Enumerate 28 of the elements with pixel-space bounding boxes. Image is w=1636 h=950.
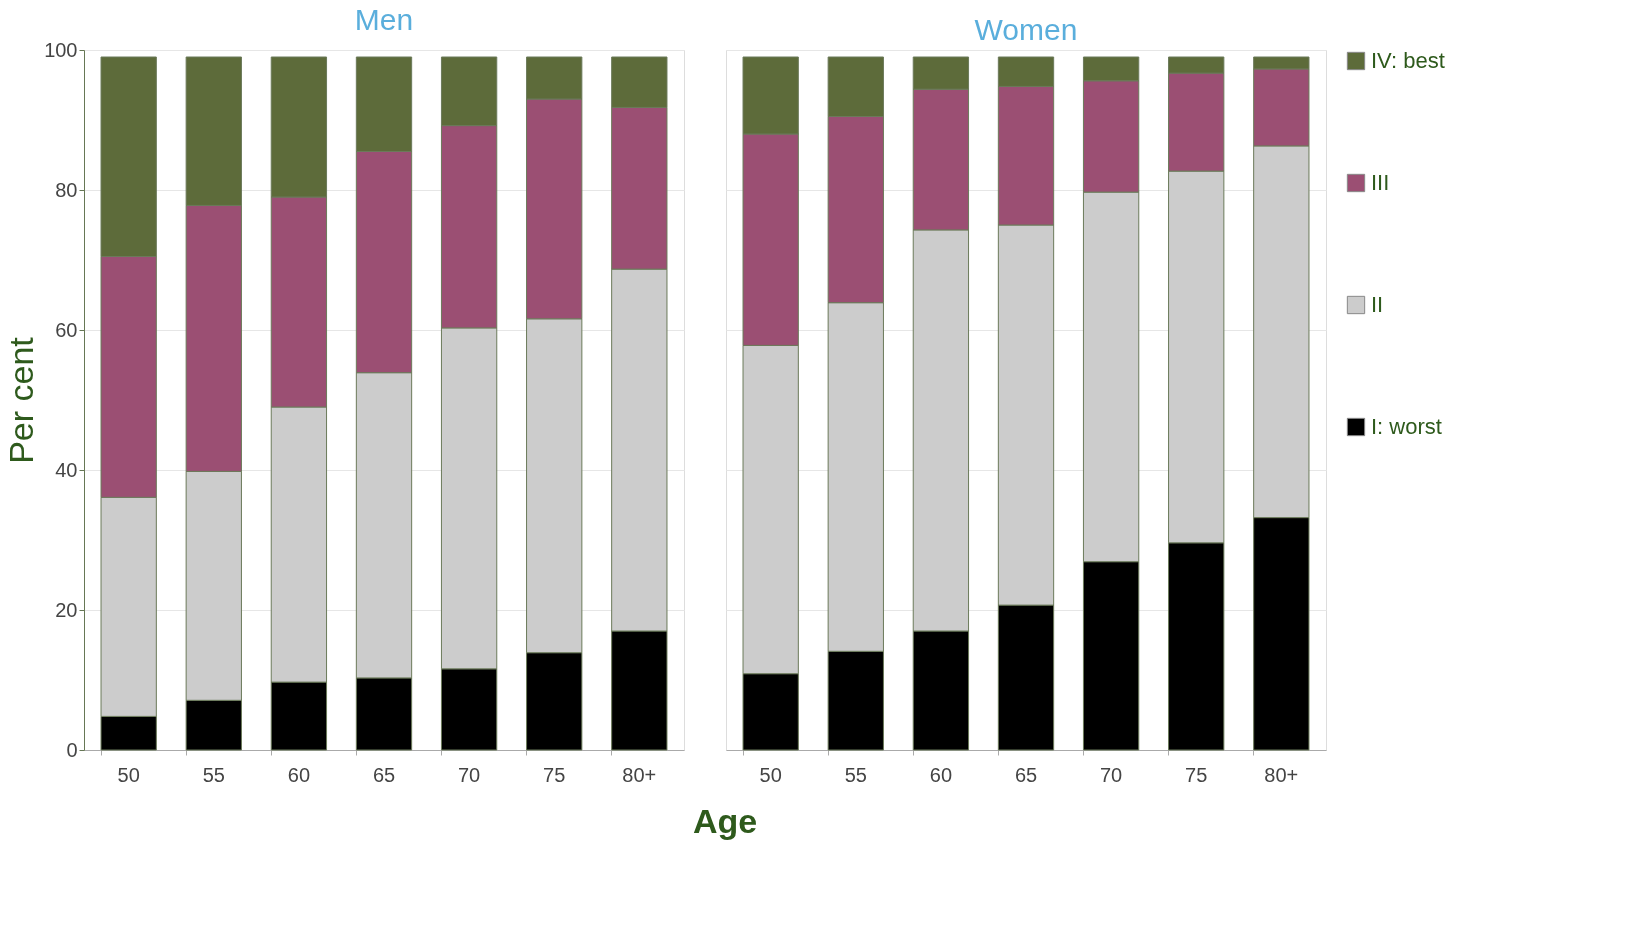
x-tick-label: 75 <box>1185 763 1208 786</box>
y-tick-label: 0 <box>66 738 78 761</box>
x-tick-label: 60 <box>287 763 311 786</box>
x-tick-label: 80+ <box>622 763 657 786</box>
x-tick-label: 55 <box>202 763 225 786</box>
y-tick-label: 60 <box>55 318 78 341</box>
chart-title: Men <box>354 3 414 36</box>
y-tick-label: 80 <box>55 178 78 201</box>
legend-label: II <box>1371 292 1384 317</box>
x-tick-label: 80+ <box>1264 763 1299 786</box>
x-tick-label: 50 <box>759 763 782 786</box>
x-tick-label: 70 <box>457 763 481 786</box>
x-tick-label: 75 <box>543 763 566 786</box>
legend-label: I: worst <box>1371 414 1442 439</box>
x-tick-label: 65 <box>372 763 396 786</box>
x-tick-label: 65 <box>1014 763 1038 786</box>
y-axis-title: Per cent <box>2 336 41 464</box>
y-tick-label: 20 <box>55 598 78 621</box>
y-tick-label: 40 <box>55 458 78 481</box>
x-tick-label: 70 <box>1099 763 1123 786</box>
chart-title: Women <box>974 13 1078 46</box>
legend-label: III <box>1371 170 1390 195</box>
x-axis-title: Age <box>692 801 758 840</box>
x-tick-label: 60 <box>929 763 953 786</box>
x-tick-label: 55 <box>844 763 867 786</box>
legend-label: IV: best <box>1371 48 1445 73</box>
y-tick-label: 100 <box>44 38 78 61</box>
x-tick-label: 50 <box>117 763 140 786</box>
